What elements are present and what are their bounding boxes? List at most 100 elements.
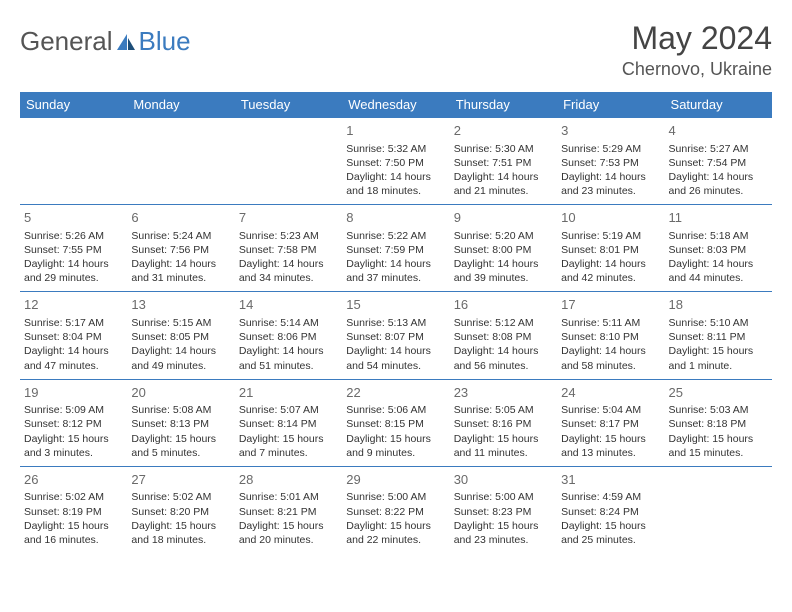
day-number: 17 [561,296,660,314]
calendar-day-cell: 26Sunrise: 5:02 AMSunset: 8:19 PMDayligh… [20,466,127,553]
daylight-line: Daylight: 14 hours and 49 minutes. [131,344,230,372]
calendar-day-cell: 12Sunrise: 5:17 AMSunset: 8:04 PMDayligh… [20,292,127,379]
calendar-day-cell: 11Sunrise: 5:18 AMSunset: 8:03 PMDayligh… [665,205,772,292]
day-number: 19 [24,384,123,402]
day-number: 11 [669,209,768,227]
sunset-line: Sunset: 8:22 PM [346,505,445,519]
sunset-line: Sunset: 7:50 PM [346,156,445,170]
sunrise-line: Sunrise: 5:11 AM [561,316,660,330]
calendar-day-cell: 18Sunrise: 5:10 AMSunset: 8:11 PMDayligh… [665,292,772,379]
calendar-week-row: 1Sunrise: 5:32 AMSunset: 7:50 PMDaylight… [20,118,772,205]
column-header: Sunday [20,92,127,118]
day-number: 5 [24,209,123,227]
sunset-line: Sunset: 8:08 PM [454,330,553,344]
day-number: 12 [24,296,123,314]
calendar-day-cell: 24Sunrise: 5:04 AMSunset: 8:17 PMDayligh… [557,379,664,466]
calendar-day-cell: 1Sunrise: 5:32 AMSunset: 7:50 PMDaylight… [342,118,449,205]
sunrise-line: Sunrise: 5:00 AM [346,490,445,504]
sunrise-line: Sunrise: 5:06 AM [346,403,445,417]
daylight-line: Daylight: 14 hours and 29 minutes. [24,257,123,285]
column-header: Wednesday [342,92,449,118]
calendar-body: 1Sunrise: 5:32 AMSunset: 7:50 PMDaylight… [20,118,772,554]
daylight-line: Daylight: 14 hours and 34 minutes. [239,257,338,285]
calendar-day-cell: 15Sunrise: 5:13 AMSunset: 8:07 PMDayligh… [342,292,449,379]
calendar-day-cell [665,466,772,553]
calendar-week-row: 19Sunrise: 5:09 AMSunset: 8:12 PMDayligh… [20,379,772,466]
calendar-day-cell: 27Sunrise: 5:02 AMSunset: 8:20 PMDayligh… [127,466,234,553]
sunset-line: Sunset: 8:13 PM [131,417,230,431]
sunset-line: Sunset: 8:17 PM [561,417,660,431]
logo-sail-icon [115,32,137,52]
calendar-day-cell [127,118,234,205]
column-header: Monday [127,92,234,118]
sunrise-line: Sunrise: 5:30 AM [454,142,553,156]
day-number: 22 [346,384,445,402]
day-number: 6 [131,209,230,227]
daylight-line: Daylight: 15 hours and 11 minutes. [454,432,553,460]
daylight-line: Daylight: 15 hours and 7 minutes. [239,432,338,460]
day-number: 20 [131,384,230,402]
day-number: 30 [454,471,553,489]
calendar-day-cell: 31Sunrise: 4:59 AMSunset: 8:24 PMDayligh… [557,466,664,553]
sunrise-line: Sunrise: 4:59 AM [561,490,660,504]
day-number: 2 [454,122,553,140]
daylight-line: Daylight: 14 hours and 37 minutes. [346,257,445,285]
sunset-line: Sunset: 8:12 PM [24,417,123,431]
daylight-line: Daylight: 14 hours and 42 minutes. [561,257,660,285]
sunrise-line: Sunrise: 5:04 AM [561,403,660,417]
sunrise-line: Sunrise: 5:18 AM [669,229,768,243]
sunrise-line: Sunrise: 5:22 AM [346,229,445,243]
calendar-day-cell: 29Sunrise: 5:00 AMSunset: 8:22 PMDayligh… [342,466,449,553]
calendar-day-cell: 4Sunrise: 5:27 AMSunset: 7:54 PMDaylight… [665,118,772,205]
column-header: Friday [557,92,664,118]
daylight-line: Daylight: 15 hours and 3 minutes. [24,432,123,460]
sunset-line: Sunset: 8:10 PM [561,330,660,344]
calendar-day-cell: 9Sunrise: 5:20 AMSunset: 8:00 PMDaylight… [450,205,557,292]
daylight-line: Daylight: 14 hours and 18 minutes. [346,170,445,198]
day-number: 24 [561,384,660,402]
logo: General Blue [20,26,191,57]
calendar-week-row: 26Sunrise: 5:02 AMSunset: 8:19 PMDayligh… [20,466,772,553]
daylight-line: Daylight: 15 hours and 13 minutes. [561,432,660,460]
calendar-day-cell: 10Sunrise: 5:19 AMSunset: 8:01 PMDayligh… [557,205,664,292]
sunrise-line: Sunrise: 5:05 AM [454,403,553,417]
sunset-line: Sunset: 7:59 PM [346,243,445,257]
calendar-day-cell: 23Sunrise: 5:05 AMSunset: 8:16 PMDayligh… [450,379,557,466]
day-number: 25 [669,384,768,402]
calendar-day-cell: 8Sunrise: 5:22 AMSunset: 7:59 PMDaylight… [342,205,449,292]
daylight-line: Daylight: 14 hours and 47 minutes. [24,344,123,372]
calendar-day-cell: 2Sunrise: 5:30 AMSunset: 7:51 PMDaylight… [450,118,557,205]
sunset-line: Sunset: 7:56 PM [131,243,230,257]
calendar-day-cell: 14Sunrise: 5:14 AMSunset: 8:06 PMDayligh… [235,292,342,379]
calendar-day-cell: 19Sunrise: 5:09 AMSunset: 8:12 PMDayligh… [20,379,127,466]
calendar-day-cell: 16Sunrise: 5:12 AMSunset: 8:08 PMDayligh… [450,292,557,379]
calendar-day-cell: 20Sunrise: 5:08 AMSunset: 8:13 PMDayligh… [127,379,234,466]
daylight-line: Daylight: 15 hours and 5 minutes. [131,432,230,460]
sunrise-line: Sunrise: 5:10 AM [669,316,768,330]
sunrise-line: Sunrise: 5:08 AM [131,403,230,417]
daylight-line: Daylight: 14 hours and 23 minutes. [561,170,660,198]
sunrise-line: Sunrise: 5:29 AM [561,142,660,156]
calendar-day-cell [20,118,127,205]
sunrise-line: Sunrise: 5:20 AM [454,229,553,243]
daylight-line: Daylight: 15 hours and 15 minutes. [669,432,768,460]
location: Chernovo, Ukraine [622,59,772,80]
sunset-line: Sunset: 8:24 PM [561,505,660,519]
header: General Blue May 2024 Chernovo, Ukraine [20,20,772,80]
column-header: Thursday [450,92,557,118]
sunset-line: Sunset: 8:21 PM [239,505,338,519]
column-header: Saturday [665,92,772,118]
sunrise-line: Sunrise: 5:01 AM [239,490,338,504]
daylight-line: Daylight: 15 hours and 25 minutes. [561,519,660,547]
daylight-line: Daylight: 14 hours and 31 minutes. [131,257,230,285]
page-title: May 2024 [622,20,772,57]
calendar-day-cell: 6Sunrise: 5:24 AMSunset: 7:56 PMDaylight… [127,205,234,292]
sunset-line: Sunset: 7:55 PM [24,243,123,257]
daylight-line: Daylight: 15 hours and 1 minute. [669,344,768,372]
day-number: 21 [239,384,338,402]
daylight-line: Daylight: 15 hours and 23 minutes. [454,519,553,547]
day-number: 13 [131,296,230,314]
sunset-line: Sunset: 8:07 PM [346,330,445,344]
sunset-line: Sunset: 8:18 PM [669,417,768,431]
sunrise-line: Sunrise: 5:27 AM [669,142,768,156]
